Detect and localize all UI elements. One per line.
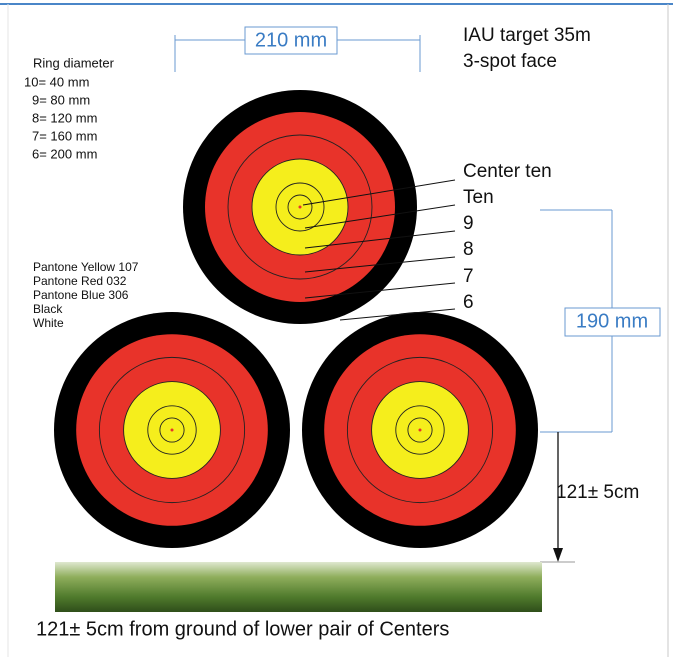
ring-label: 9 <box>463 213 474 234</box>
ring-diameter-heading: Ring diameter <box>33 55 115 70</box>
color-name: Pantone Yellow 107 <box>33 260 139 274</box>
color-name: White <box>33 316 64 330</box>
center-dot <box>299 206 302 209</box>
color-name: Pantone Red 032 <box>33 274 127 288</box>
ring-diameter-row: 8= 120 mm <box>32 110 97 125</box>
ring-diameter-row: 7= 160 mm <box>32 128 97 143</box>
ring-diameter-row: 6= 200 mm <box>32 146 97 161</box>
ring-label: 6 <box>463 292 474 313</box>
center-dot <box>171 429 174 432</box>
title-line: 3-spot face <box>463 51 557 72</box>
width-label: 210 mm <box>255 29 327 51</box>
diagram: 210 mm 190 mm 121± 5cm IAU target 35m 3-… <box>0 0 673 657</box>
targets <box>54 90 538 548</box>
height-label: 190 mm <box>576 310 648 332</box>
grass <box>55 562 542 612</box>
drop-arrowhead <box>553 548 563 562</box>
ring-diameter-row: 9= 80 mm <box>32 92 90 107</box>
ring-label: Ten <box>463 187 494 208</box>
ring-label: Center ten <box>463 161 552 182</box>
title-line: IAU target 35m <box>463 25 591 46</box>
caption: 121± 5cm from ground of lower pair of Ce… <box>36 618 449 640</box>
ring-diameter-row: 10= 40 mm <box>24 74 89 89</box>
color-name: Black <box>33 302 63 316</box>
center-dot <box>419 429 422 432</box>
ring-label: 8 <box>463 239 474 260</box>
color-name: Pantone Blue 306 <box>33 288 129 302</box>
ring-label: 7 <box>463 266 474 287</box>
drop-label: 121± 5cm <box>556 482 639 503</box>
